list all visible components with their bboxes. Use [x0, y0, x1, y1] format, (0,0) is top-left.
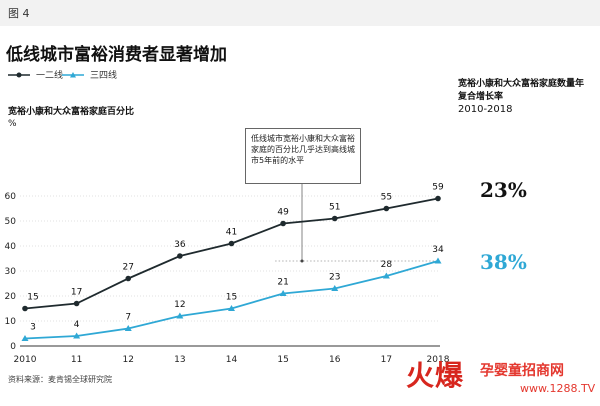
data-point	[73, 300, 80, 307]
watermark-logo: 火爆 孕婴童招商网 www.1288.TV	[402, 352, 597, 404]
data-label: 51	[329, 203, 340, 213]
data-label: 55	[381, 193, 392, 203]
y-tick-label: 0	[10, 342, 16, 352]
data-label: 12	[174, 300, 185, 310]
source-note: 资料来源：麦肯锡全球研究院	[8, 375, 112, 384]
data-point	[280, 220, 286, 227]
cagr-value-tier34: 38%	[480, 250, 527, 274]
y-tick-label: 40	[5, 242, 17, 252]
cagr-value-tier12: 23%	[480, 178, 527, 202]
data-label: 15	[226, 293, 237, 303]
x-tick-label: 17	[381, 355, 392, 365]
data-label: 27	[123, 263, 134, 273]
data-point	[22, 305, 28, 312]
y-tick-label: 20	[5, 292, 17, 302]
data-point	[21, 335, 29, 341]
cagr-title: 宽裕小康和大众富裕家庭数量年复合增长率	[458, 79, 585, 102]
data-label: 21	[277, 278, 288, 288]
watermark-brand: 火爆	[406, 359, 465, 392]
x-tick-label: 2010	[14, 355, 37, 365]
data-point	[383, 205, 390, 212]
data-label: 7	[125, 313, 131, 323]
data-point	[125, 275, 132, 282]
y-axis-label: 宽裕小康和大众富裕家庭百分比	[8, 107, 135, 117]
x-tick-label: 15	[277, 355, 288, 365]
data-label: 36	[174, 240, 186, 250]
data-label: 4	[74, 320, 80, 330]
legend-label-tier12: 一二线	[36, 71, 64, 81]
data-point	[279, 290, 287, 296]
data-point	[331, 285, 339, 291]
data-point	[228, 305, 235, 311]
cagr-range: 2010-2018	[458, 104, 513, 115]
data-point	[124, 325, 132, 331]
data-label: 15	[27, 293, 38, 303]
y-tick-label: 60	[5, 192, 17, 202]
annotation-callout: 低线城市宽裕小康和大众富裕家庭的百分比几乎达到高线城市5年前的水平	[245, 128, 361, 184]
y-tick-label: 50	[5, 217, 17, 227]
watermark-text: 孕婴童招商网	[480, 363, 564, 379]
legend-line-circle-icon	[8, 72, 30, 77]
figure-label: 图 4	[8, 7, 30, 20]
data-point	[73, 332, 81, 339]
watermark-url: www.1288.TV	[520, 382, 596, 395]
data-label: 3	[30, 323, 36, 333]
data-point	[434, 257, 442, 264]
x-tick-label: 11	[71, 355, 82, 365]
legend-item-tier12: 一二线	[8, 68, 63, 81]
x-tick-label: 12	[123, 355, 134, 365]
data-point	[331, 215, 338, 222]
data-label: 17	[71, 288, 82, 298]
x-tick-label: 2018	[427, 355, 450, 365]
data-point	[435, 195, 441, 202]
annotation-leader-dot	[300, 259, 304, 263]
data-label: 49	[277, 208, 289, 218]
x-tick-label: 16	[329, 355, 341, 365]
data-label: 28	[381, 260, 393, 270]
chart-title: 低线城市富裕消费者显著增加	[6, 45, 227, 65]
figure-header-band	[0, 0, 600, 26]
data-label: 23	[329, 273, 340, 283]
data-label: 41	[226, 228, 237, 238]
y-tick-label: 10	[5, 317, 17, 327]
data-point	[228, 240, 235, 247]
x-tick-label: 14	[226, 355, 238, 365]
data-label: 34	[432, 245, 444, 255]
data-point	[382, 272, 390, 279]
data-label: 59	[432, 183, 444, 193]
data-point	[176, 312, 184, 319]
data-point	[177, 253, 183, 259]
y-axis-unit: %	[8, 119, 17, 129]
legend-item-tier34: 三四线	[62, 68, 117, 81]
y-tick-label: 30	[5, 267, 17, 277]
legend-label-tier34: 三四线	[90, 71, 118, 81]
legend-line-triangle-icon	[62, 71, 84, 77]
x-tick-label: 13	[174, 355, 185, 365]
